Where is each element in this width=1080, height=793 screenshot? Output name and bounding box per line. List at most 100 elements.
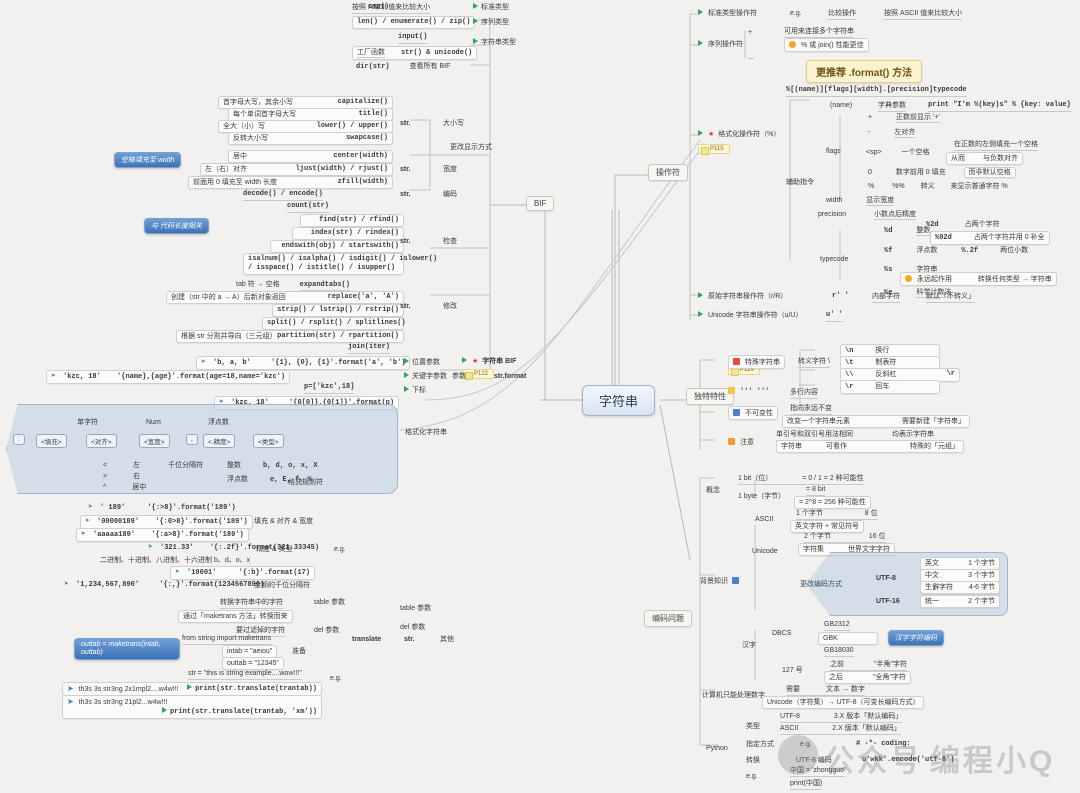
translate-prep2: outtab = "12345" [222,657,284,670]
flag-icon [462,357,467,363]
op-typecode-e-desc: 科学计数法 [916,289,952,298]
badge-maketrans[interactable]: outtab = maketrans(intab, outtab) [74,638,180,660]
mid-node-bif[interactable]: BIF [526,196,555,211]
op-format-width-key: width [826,197,843,204]
badge-width-fill-label: 空格填充至 width [121,157,175,164]
arrow-icon: ➤ [67,697,74,706]
op-format-width-desc: 显示宽度 [866,197,895,206]
op-raw-desc-text: 内部字符 [872,293,900,300]
enc-python-convert-b-text: u'wkk'.encode('utf-8') [862,756,955,764]
mid-node-operator[interactable]: 操作符 [648,164,688,181]
badge-maketrans-label: outtab = maketrans(intab, outtab) [81,641,161,656]
format-ex2: ➤ 'aaaaa189' '{:a>8}'.format('189') [76,528,249,542]
badge-hanzi-encoding[interactable]: 汉字字符编码 [888,630,944,646]
translate-row2-param: del 参数 [314,626,339,635]
op-flag-space-sym: <sp> [866,149,882,156]
translate-title-text: translate [352,636,382,643]
format-token-type-text: <类型> [258,439,279,446]
enc-python-label: Python [706,744,728,753]
group-case-prefix-text: str. [400,120,411,127]
enc-dbcs-label: DBCS [772,629,791,638]
group-width-name: 宽度 [443,165,457,174]
bif-str-fn: input() [398,33,428,44]
unique-immutable-desc: 指向永远不变 [790,404,832,415]
op-sequence-note1: % 或 join() 性能更佳 [784,38,869,52]
enc-computer-row0: 需要 文本 → 数字 [786,685,865,696]
enc-utf8-row1-a: 中文 [925,572,939,579]
method-swapcase-fn: swapcase() [345,134,388,142]
unique-note-row0-desc: 均表示字符串 [892,431,934,438]
enc-unicode-row0-b: 16 位 [868,533,886,540]
method-strip-fn: strip() / lstrip() / rstrip() [277,306,399,314]
arrow-icon: ➤ [201,358,206,367]
flag-icon [161,707,167,713]
blue-square-icon [733,409,740,416]
mid-node-unique[interactable]: 独特特性 [686,388,734,405]
flag-icon [187,684,193,690]
op-typecode-d-sym: %d [884,227,893,235]
bif-str-type: 字符串类型 [473,38,516,47]
method-zfill-fn: zfill(width) [337,178,388,186]
badge-code-length-label: 与 代码长度相关 [151,223,202,230]
format-index-note: p=['kzc',18] [304,383,355,394]
format-token-align-text: <对齐> [91,439,112,446]
group-modify-name: 修改 [443,302,457,311]
method-zfill-desc: 前面用 0 填充至 width 长度 [193,179,278,186]
op-flag-percent: % %% 转义 来显示普通字符 % [868,182,1008,191]
enc-dbcs-0: GB2312 [824,620,850,631]
op-format-flags-label-text: flags [826,148,841,155]
format-hint-float: 浮点数 [208,418,229,427]
unique-note: 注意 [728,437,754,447]
method-endswith-fn: endswith(obj) / startswith() [281,242,399,250]
translate-prefix-text: str. [404,636,415,643]
enc-computer-label: 计算机只能处理数字 [702,691,765,700]
enc-byte-key: 1 byte（字节） [738,493,786,500]
method-ljust: 左（右）对齐 ljust(width) / rjust() [200,163,393,176]
method-isalnum: isalnum() / isalpha() / isdigit() / islo… [243,253,437,275]
flag-icon [698,9,703,15]
unique-note-row1-desc: 可看作 [825,443,847,450]
unique-special-desc-text: 转义字符 \ [798,358,830,365]
op-format-name-desc-text: 字典参数 [878,102,906,109]
translate-other-text: 其他 [440,636,454,643]
unique-note-row0: 均表示字符串 [892,430,934,439]
op-format-helper-text: 辅助指令 [786,179,814,186]
op-standard-label: 标准类型操作符 [707,10,757,17]
format-position-code: ➤ 'b, a, b' '{1}, {0}, {1}'.format('a', … [196,356,411,370]
enc-python-type-label: 类型 [746,722,760,731]
op-format-name-desc: 字典参数 [878,101,906,112]
sticky-p115: P115 [698,144,730,155]
op-standard-desc-text: 比较操作 [828,10,856,17]
translate-prep0-text: from string import maketrans [182,635,272,642]
format-callout-label: 更推荐 .format() 方法 [816,68,913,79]
enc-bit-val: = 0 / 1 = 2 种可能性 [802,475,864,482]
op-flag-space-extra-text: 在正数的左侧填充一个空格 [954,141,1038,148]
mid-node-encoding[interactable]: 编码问题 [644,610,692,627]
badge-code-length[interactable]: 与 代码长度相关 [144,218,209,234]
method-zfill: 前面用 0 填充至 width 长度 zfill(width) [188,176,393,189]
translate-row2-param-text: del 参数 [314,627,340,634]
op-typecode-d: %d 整数 [884,226,931,236]
op-sequence-minus-text: ... [748,54,754,61]
center-node[interactable]: 字符串 [582,385,656,416]
format-token-comma: , [186,434,198,445]
method-center-fn: center(width) [333,152,388,160]
op-formatting: ★ 格式化操作符（%） [698,130,780,139]
badge-width-fill[interactable]: 空格填充至 width [114,152,182,168]
unique-escape-r-desc: 回车 [875,383,890,390]
format-index-result: 'kzc, 18' [231,399,269,407]
op-flag-space-extra3-text: 与负数对齐 [982,155,1018,162]
format-ex6-group: 金额的千位分隔符 [254,581,310,590]
flag-icon [698,40,703,46]
op-format-precision-desc: 小数点后精度 [873,211,916,220]
group-check-prefix: str. [400,237,411,246]
format-index-flag-label: 下标 [412,387,426,394]
enc-byte-val2-text: = 2^8 = 256 种可能性 [799,499,866,506]
format-token-colon-text: : [18,436,20,443]
enc-ascii-row0-a: 1 个字节 [796,510,823,517]
op-typecode-label-text: typecode [820,256,849,263]
op-flag-space-desc: 一个空格 [901,149,930,156]
watermark-logo [778,735,818,775]
op-typecode-f-eg1d: 两位小数 [1000,247,1029,254]
group-width-prefix-text: str. [400,166,411,173]
